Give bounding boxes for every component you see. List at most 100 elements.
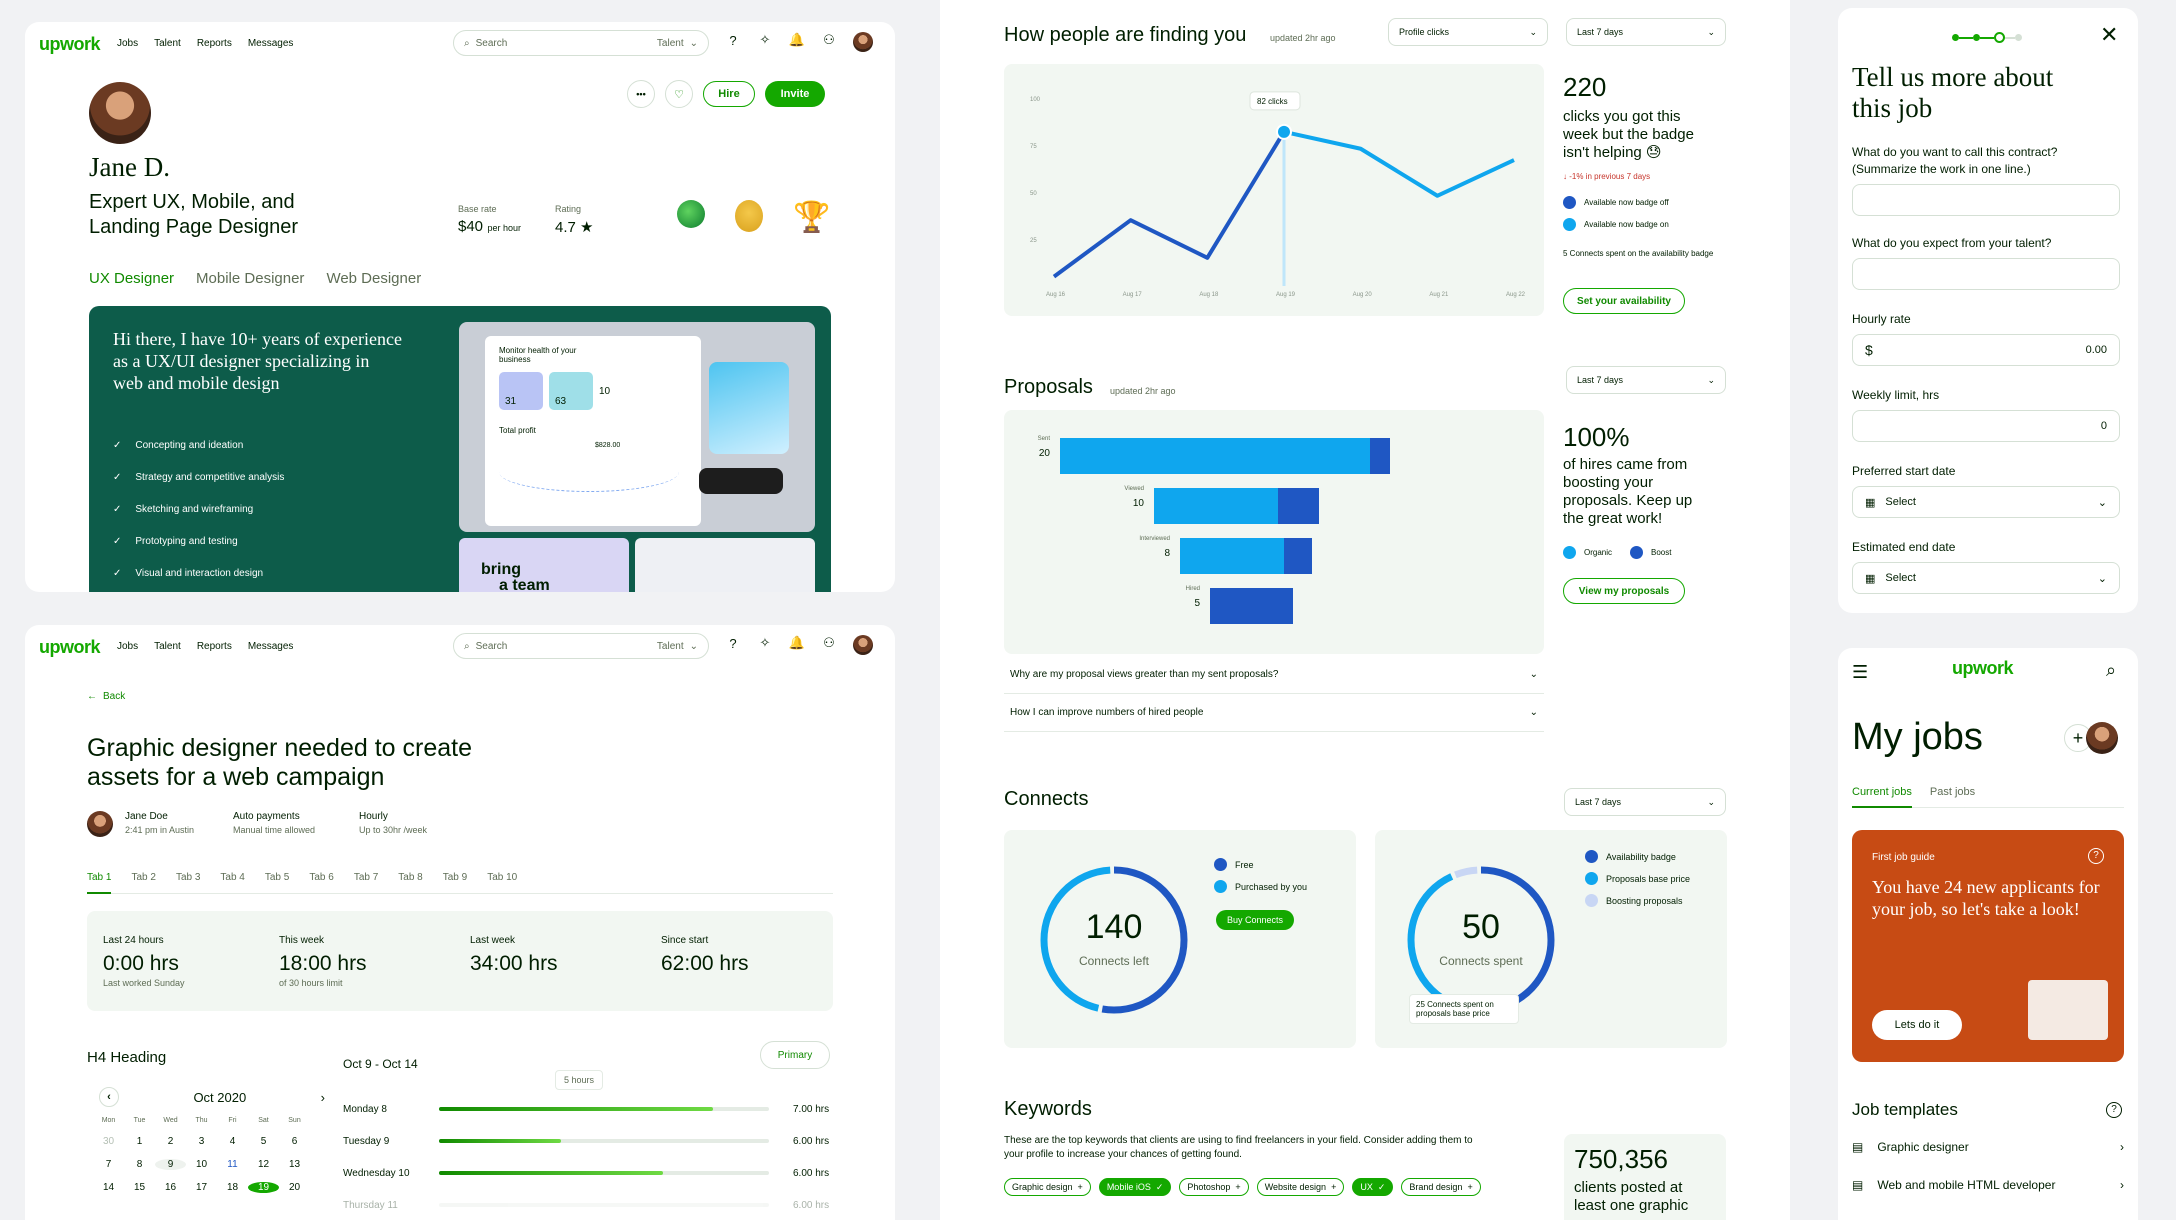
search-input[interactable]: Search bbox=[475, 37, 508, 49]
primary-button[interactable]: Primary bbox=[760, 1041, 830, 1069]
bulb-icon[interactable]: ✧ bbox=[759, 32, 771, 47]
back-link[interactable]: ← Back bbox=[87, 691, 126, 702]
tab-9[interactable]: Tab 9 bbox=[442, 872, 468, 883]
bar-boost[interactable] bbox=[1283, 538, 1312, 574]
proposals-period-select[interactable]: Last 7 days ⌄ bbox=[1566, 366, 1726, 394]
bar-organic[interactable] bbox=[1180, 538, 1284, 574]
calendar-day[interactable]: 19 bbox=[248, 1182, 279, 1193]
keyword-chip[interactable]: Brand design + bbox=[1401, 1178, 1481, 1196]
expectations-input[interactable] bbox=[1852, 258, 2120, 290]
users-icon[interactable]: ⚇ bbox=[823, 32, 835, 47]
tab-8[interactable]: Tab 8 bbox=[398, 872, 423, 883]
calendar-day[interactable]: 6 bbox=[291, 1136, 298, 1147]
nav-jobs[interactable]: Jobs bbox=[117, 38, 139, 49]
calendar-day[interactable]: 11 bbox=[227, 1159, 238, 1170]
weekly-limit-input[interactable]: 0 bbox=[1852, 410, 2120, 442]
portfolio-image[interactable] bbox=[635, 538, 815, 592]
view-proposals-button[interactable]: View my proposals bbox=[1563, 578, 1685, 604]
connects-period-select[interactable]: Last 7 days ⌄ bbox=[1564, 788, 1726, 816]
user-avatar[interactable] bbox=[853, 635, 873, 655]
bar-organic[interactable] bbox=[1060, 438, 1371, 474]
calendar-day[interactable]: 16 bbox=[164, 1182, 177, 1193]
nav-messages[interactable]: Messages bbox=[247, 38, 294, 49]
calendar-day[interactable]: 15 bbox=[133, 1182, 146, 1193]
search-icon[interactable]: ⌕ bbox=[2106, 660, 2117, 680]
faq-item[interactable]: Why are my proposal views greater than m… bbox=[1004, 656, 1544, 694]
search-scope[interactable]: Talent bbox=[656, 37, 684, 49]
faq-item[interactable]: How I can improve numbers of hired peopl… bbox=[1004, 694, 1544, 732]
keyword-chip[interactable]: Website design + bbox=[1256, 1178, 1345, 1196]
calendar-day[interactable]: 12 bbox=[257, 1159, 270, 1170]
start-date-select[interactable]: ▦ Select ⌄ bbox=[1852, 486, 2120, 518]
calendar-day[interactable]: 8 bbox=[136, 1159, 143, 1170]
bar-boost[interactable] bbox=[1370, 438, 1390, 474]
tab-2[interactable]: Tab 2 bbox=[131, 872, 156, 883]
close-icon[interactable]: ✕ bbox=[2100, 22, 2119, 47]
donut-segment[interactable] bbox=[1407, 866, 1555, 1014]
calendar-day[interactable]: 13 bbox=[288, 1159, 301, 1170]
hire-button[interactable]: Hire bbox=[703, 81, 755, 107]
calendar-day[interactable]: 5 bbox=[260, 1136, 267, 1147]
hourly-rate-input[interactable]: $0.00 bbox=[1852, 334, 2120, 366]
user-avatar[interactable] bbox=[853, 32, 873, 52]
help-circle-icon[interactable]: ? bbox=[2106, 1102, 2122, 1118]
bulb-icon[interactable]: ✧ bbox=[759, 635, 771, 650]
bell-icon[interactable]: 🔔 bbox=[788, 635, 806, 650]
menu-icon[interactable]: ☰ bbox=[1852, 662, 1869, 682]
bar-boost[interactable] bbox=[1277, 488, 1319, 524]
calendar-day[interactable]: 4 bbox=[229, 1136, 236, 1147]
users-icon[interactable]: ⚇ bbox=[823, 635, 835, 650]
upwork-logo[interactable]: upwork bbox=[39, 637, 101, 657]
data-point[interactable] bbox=[1276, 123, 1292, 140]
donut-segment[interactable] bbox=[1040, 866, 1188, 1014]
invite-button[interactable]: Invite bbox=[765, 81, 825, 107]
calendar-day[interactable]: 17 bbox=[195, 1182, 208, 1193]
calendar-day[interactable]: 7 bbox=[105, 1159, 112, 1170]
search-bar[interactable]: ⌕ Search Talent ⌄ bbox=[453, 633, 709, 659]
tab-web-designer[interactable]: Web Designer bbox=[326, 270, 422, 287]
bell-icon[interactable]: 🔔 bbox=[788, 32, 806, 47]
donut-segment[interactable] bbox=[1040, 866, 1188, 1014]
keyword-chip[interactable]: Photoshop + bbox=[1179, 1178, 1249, 1196]
template-item[interactable]: ▤ Graphic designer › bbox=[1852, 1140, 2124, 1154]
tab-7[interactable]: Tab 7 bbox=[353, 872, 379, 883]
bar-boost[interactable] bbox=[1210, 588, 1293, 624]
tab-past-jobs[interactable]: Past jobs bbox=[1929, 786, 1976, 798]
user-avatar[interactable] bbox=[2086, 722, 2118, 754]
tab-mobile-designer[interactable]: Mobile Designer bbox=[196, 270, 305, 287]
calendar-day[interactable]: 9 bbox=[155, 1159, 186, 1170]
bar-organic[interactable] bbox=[1154, 488, 1278, 524]
calendar-day[interactable]: 14 bbox=[102, 1182, 115, 1193]
calendar-month[interactable]: Oct 2020 bbox=[193, 1089, 247, 1105]
calendar-day[interactable]: 2 bbox=[167, 1136, 174, 1147]
calendar-day[interactable]: 10 bbox=[195, 1159, 208, 1170]
period-select[interactable]: Last 7 days ⌄ bbox=[1566, 18, 1726, 46]
calendar-day[interactable]: 30 bbox=[102, 1136, 115, 1147]
help-circle-icon[interactable]: ? bbox=[2088, 848, 2104, 864]
calendar-day[interactable]: 3 bbox=[198, 1136, 205, 1147]
search-scope[interactable]: Talent bbox=[656, 640, 684, 652]
nav-talent[interactable]: Talent bbox=[154, 641, 181, 652]
nav-reports[interactable]: Reports bbox=[196, 38, 232, 49]
nav-reports[interactable]: Reports bbox=[196, 641, 232, 652]
upwork-logo[interactable]: upwork bbox=[39, 34, 101, 54]
help-icon[interactable]: ? bbox=[729, 32, 737, 48]
chevron-right-icon[interactable]: › bbox=[320, 1089, 325, 1105]
lets-do-it-button[interactable]: Lets do it bbox=[1872, 1010, 1962, 1040]
nav-jobs[interactable]: Jobs bbox=[117, 641, 139, 652]
tab-ux-designer[interactable]: UX Designer bbox=[89, 270, 175, 287]
profile-clicks-select[interactable]: Profile clicks ⌄ bbox=[1388, 18, 1548, 46]
buy-connects-button[interactable]: Buy Connects bbox=[1216, 910, 1294, 930]
template-item[interactable]: ▤ Web and mobile HTML developer › bbox=[1852, 1178, 2124, 1192]
search-input[interactable]: Search bbox=[475, 640, 508, 652]
heart-icon[interactable]: ♡ bbox=[665, 80, 693, 108]
keyword-chip[interactable]: Graphic design + bbox=[1004, 1178, 1091, 1196]
tab-5[interactable]: Tab 5 bbox=[264, 872, 290, 883]
calendar-day[interactable]: 20 bbox=[288, 1182, 301, 1193]
calendar-day[interactable]: 1 bbox=[136, 1136, 143, 1147]
help-icon[interactable]: ? bbox=[729, 635, 737, 651]
search-bar[interactable]: ⌕ Search Talent ⌄ bbox=[453, 30, 709, 56]
more-button[interactable]: ••• bbox=[627, 80, 655, 108]
tab-3[interactable]: Tab 3 bbox=[175, 872, 201, 883]
portfolio-image[interactable]: bring a team bbox=[459, 538, 629, 592]
